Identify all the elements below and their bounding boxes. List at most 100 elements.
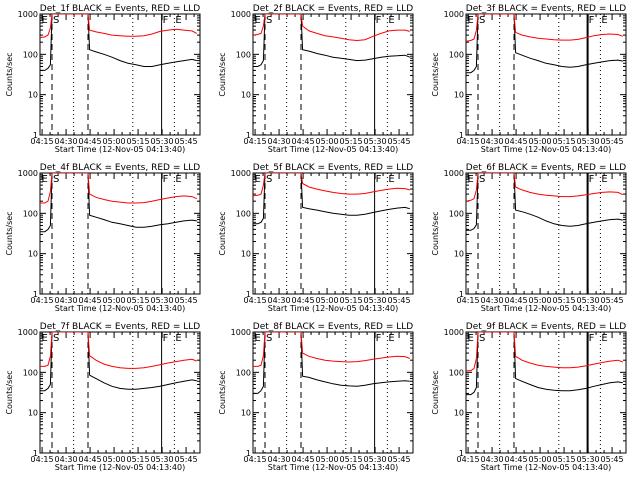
marker-s-label: S (479, 174, 485, 185)
y-tick-label: 1000 (18, 10, 38, 19)
x-tick-label: 05:45 (388, 137, 411, 146)
x-tick-label: 04:45 (505, 137, 528, 146)
x-axis-label: Start Time (12-Nov-05 04:13:40) (268, 304, 398, 313)
marker-e-label: E (175, 15, 181, 26)
panel-title: Det_4f BLACK = Events, RED = LLD (40, 163, 200, 173)
marker-s-label: S (479, 15, 485, 26)
series-lld-line (40, 173, 198, 204)
y-tick-label: 1 (459, 131, 464, 140)
y-tick-label: 1 (33, 131, 38, 140)
series-events-line (466, 332, 623, 396)
marker-s-label: S (479, 333, 485, 344)
y-tick-label: 100 (449, 209, 464, 218)
x-tick-label: 05:15 (127, 137, 150, 146)
y-tick-label: 10 (454, 250, 464, 259)
panel-title: Det_1f BLACK = Events, RED = LLD (40, 4, 200, 14)
x-tick-label: 05:30 (364, 137, 387, 146)
x-tick-label: 04:15 (457, 137, 480, 146)
plot-frame (465, 172, 627, 295)
marker-e-label: E (467, 15, 473, 26)
y-tick-label: 10 (454, 409, 464, 418)
x-tick-label: 05:30 (151, 296, 174, 305)
y-tick-label: 1 (459, 290, 464, 299)
x-tick-label: 04:45 (79, 137, 102, 146)
plot-frame (252, 13, 414, 136)
y-axis-label: Counts/sec (5, 52, 14, 96)
marker-e-label: E (388, 15, 394, 26)
x-axis-label: Start Time (12-Nov-05 04:13:40) (268, 463, 398, 472)
x-tick-label: 04:15 (31, 137, 54, 146)
x-tick-label: 04:30 (268, 455, 291, 464)
y-tick-label: 1 (246, 449, 251, 458)
x-tick-label: 04:15 (457, 455, 480, 464)
marker-e-label: E (467, 333, 473, 344)
marker-f-label: F (589, 333, 595, 344)
y-tick-label: 100 (23, 368, 38, 377)
marker-e-label: E (175, 174, 181, 185)
series-events-line (253, 332, 410, 394)
y-axis-label: Counts/sec (218, 211, 227, 255)
panel-title: Det_9f BLACK = Events, RED = LLD (466, 322, 626, 332)
x-tick-label: 05:30 (577, 137, 600, 146)
detector-panel-1: Det_1f BLACK = Events, RED = LLD 1 10 100 10… (5, 4, 201, 154)
marker-s-label: S (53, 174, 59, 185)
x-tick-label: 05:00 (316, 137, 339, 146)
marker-f-label: F (163, 15, 169, 26)
x-tick-label: 05:30 (151, 137, 174, 146)
marker-e-label: E (254, 15, 260, 26)
x-tick-label: 05:30 (364, 455, 387, 464)
x-tick-label: 05:45 (175, 296, 198, 305)
series-events-line (466, 14, 623, 74)
x-tick-label: 04:45 (292, 137, 315, 146)
x-tick-label: 05:45 (601, 137, 624, 146)
x-tick-label: 05:30 (577, 455, 600, 464)
y-tick-label: 1000 (444, 328, 464, 337)
x-tick-label: 05:15 (127, 455, 150, 464)
x-tick-label: 04:45 (292, 296, 315, 305)
x-tick-label: 05:00 (529, 296, 552, 305)
y-tick-label: 10 (454, 91, 464, 100)
plot-frame (465, 13, 627, 136)
x-tick-label: 04:30 (55, 296, 78, 305)
panel-title: Det_3f BLACK = Events, RED = LLD (466, 4, 626, 14)
panel-title: Det_2f BLACK = Events, RED = LLD (253, 4, 413, 14)
marker-f-label: F (589, 174, 595, 185)
x-tick-label: 05:30 (577, 296, 600, 305)
series-events-line (466, 173, 623, 231)
series-lld-line (253, 173, 410, 197)
marker-e-label: E (601, 333, 607, 344)
detector-panel-9: Det_9f BLACK = Events, RED = LLD 1 10 100 10… (431, 322, 627, 472)
series-lld-line (253, 332, 410, 367)
x-axis-label: Start Time (12-Nov-05 04:13:40) (481, 463, 611, 472)
x-tick-label: 04:15 (31, 455, 54, 464)
x-axis-label: Start Time (12-Nov-05 04:13:40) (268, 145, 398, 154)
plot-frame (252, 172, 414, 295)
detector-panel-4: Det_4f BLACK = Events, RED = LLD 1 10 100 10… (5, 163, 201, 313)
panel-title: Det_5f BLACK = Events, RED = LLD (253, 163, 413, 173)
series-events-line (253, 14, 410, 67)
x-tick-label: 05:45 (175, 455, 198, 464)
y-tick-label: 1 (33, 449, 38, 458)
y-tick-label: 1000 (231, 328, 251, 337)
x-tick-label: 05:00 (103, 455, 126, 464)
panel-title: Det_8f BLACK = Events, RED = LLD (253, 322, 413, 332)
marker-s-label: S (266, 15, 272, 26)
detector-panel-6: Det_6f BLACK = Events, RED = LLD 1 10 100 10… (431, 163, 627, 313)
marker-e-label: E (254, 333, 260, 344)
y-tick-label: 1 (33, 290, 38, 299)
x-tick-label: 04:45 (79, 455, 102, 464)
x-tick-label: 05:00 (529, 455, 552, 464)
y-tick-label: 1 (459, 449, 464, 458)
marker-s-label: S (53, 333, 59, 344)
plot-frame (39, 172, 201, 295)
x-tick-label: 04:15 (244, 296, 267, 305)
y-tick-label: 10 (28, 250, 38, 259)
y-axis-label: Counts/sec (5, 370, 14, 414)
marker-f-label: F (376, 174, 382, 185)
detector-panel-7: Det_7f BLACK = Events, RED = LLD 1 10 100 10… (5, 322, 201, 472)
plot-frame (252, 331, 414, 454)
plot-frame (39, 331, 201, 454)
y-tick-label: 100 (449, 368, 464, 377)
series-events-line (40, 173, 197, 233)
